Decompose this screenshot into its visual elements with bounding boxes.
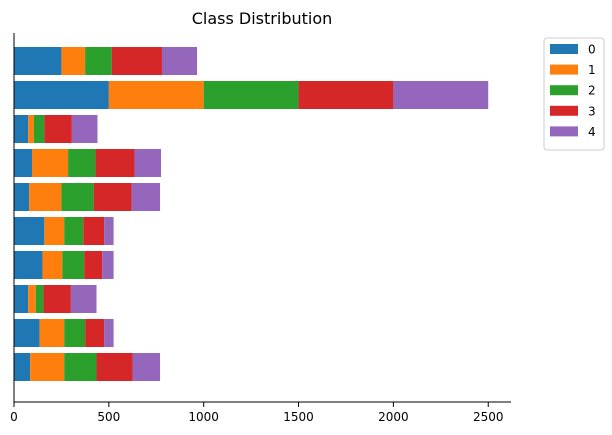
x-tick-label: 500 xyxy=(97,410,120,424)
bar-row-5-class-1 xyxy=(44,217,65,245)
legend-label-3: 3 xyxy=(588,104,596,118)
bar-row-1-class-1 xyxy=(108,81,204,109)
x-tick-label: 2500 xyxy=(473,410,504,424)
bar-row-0-class-0 xyxy=(14,47,62,75)
bar-row-2-class-4 xyxy=(71,115,98,143)
legend-label-4: 4 xyxy=(588,125,596,139)
bar-row-4-class-3 xyxy=(93,183,132,211)
legend-swatch-3 xyxy=(550,105,578,116)
legend-label-1: 1 xyxy=(588,63,596,77)
bar-row-6-class-1 xyxy=(42,251,63,279)
chart-title: Class Distribution xyxy=(192,9,333,28)
bar-row-7-class-1 xyxy=(28,285,36,313)
x-tick-label: 1000 xyxy=(188,410,219,424)
bar-row-8-class-3 xyxy=(85,319,105,347)
legend-label-0: 0 xyxy=(588,43,596,57)
bar-row-5-class-3 xyxy=(83,217,105,245)
bar-row-8-class-2 xyxy=(64,319,86,347)
bar-row-7-class-4 xyxy=(70,285,97,313)
x-axis-ticks: 0 500 1000 1500 2000 2500 xyxy=(10,402,504,424)
x-tick-label: 2000 xyxy=(378,410,409,424)
bar-row-3-class-1 xyxy=(32,149,69,177)
bar-row-3-class-0 xyxy=(14,149,33,177)
bar-row-2-class-0 xyxy=(14,115,29,143)
bar-row-7-class-2 xyxy=(35,285,44,313)
bar-row-9-class-2 xyxy=(64,353,97,381)
bar-row-9-class-4 xyxy=(132,353,161,381)
bar-row-6-class-0 xyxy=(14,251,43,279)
bar-row-0-class-3 xyxy=(111,47,162,75)
bar-row-7-class-0 xyxy=(14,285,29,313)
bar-row-8-class-0 xyxy=(14,319,40,347)
bar-row-0-class-4 xyxy=(161,47,198,75)
bar-row-6-class-4 xyxy=(102,251,114,279)
legend-label-2: 2 xyxy=(588,84,596,98)
legend-swatch-0 xyxy=(550,44,578,54)
bars-group xyxy=(14,47,489,381)
bar-row-1-class-4 xyxy=(393,81,489,109)
bar-row-8-class-4 xyxy=(104,319,114,347)
bar-row-2-class-3 xyxy=(44,115,72,143)
bar-row-9-class-0 xyxy=(14,353,31,381)
bar-row-1-class-0 xyxy=(14,81,109,109)
bar-row-4-class-1 xyxy=(29,183,62,211)
bar-row-4-class-4 xyxy=(131,183,161,211)
bar-row-0-class-2 xyxy=(85,47,112,75)
legend: 0 1 2 3 4 xyxy=(543,37,605,151)
bar-row-6-class-3 xyxy=(84,251,103,279)
bar-row-4-class-2 xyxy=(61,183,94,211)
bar-row-5-class-2 xyxy=(64,217,84,245)
bar-row-2-class-2 xyxy=(33,115,45,143)
bar-row-9-class-1 xyxy=(30,353,65,381)
bar-row-4-class-0 xyxy=(14,183,30,211)
bar-row-3-class-4 xyxy=(134,149,162,177)
legend-swatch-1 xyxy=(550,64,578,75)
bar-row-9-class-3 xyxy=(96,353,133,381)
legend-swatch-4 xyxy=(550,126,578,137)
bar-row-7-class-3 xyxy=(43,285,71,313)
bar-row-5-class-0 xyxy=(14,217,45,245)
x-tick-label: 1500 xyxy=(283,410,314,424)
bar-row-8-class-1 xyxy=(39,319,65,347)
x-tick-label: 0 xyxy=(10,410,18,424)
bar-row-6-class-2 xyxy=(62,251,85,279)
bar-row-2-class-1 xyxy=(28,115,34,143)
bar-row-1-class-3 xyxy=(298,81,394,109)
bar-row-3-class-3 xyxy=(95,149,135,177)
bar-row-0-class-1 xyxy=(61,47,86,75)
bar-row-1-class-2 xyxy=(203,81,299,109)
bar-row-3-class-2 xyxy=(68,149,96,177)
legend-swatch-2 xyxy=(550,85,578,96)
bar-row-5-class-4 xyxy=(104,217,114,245)
